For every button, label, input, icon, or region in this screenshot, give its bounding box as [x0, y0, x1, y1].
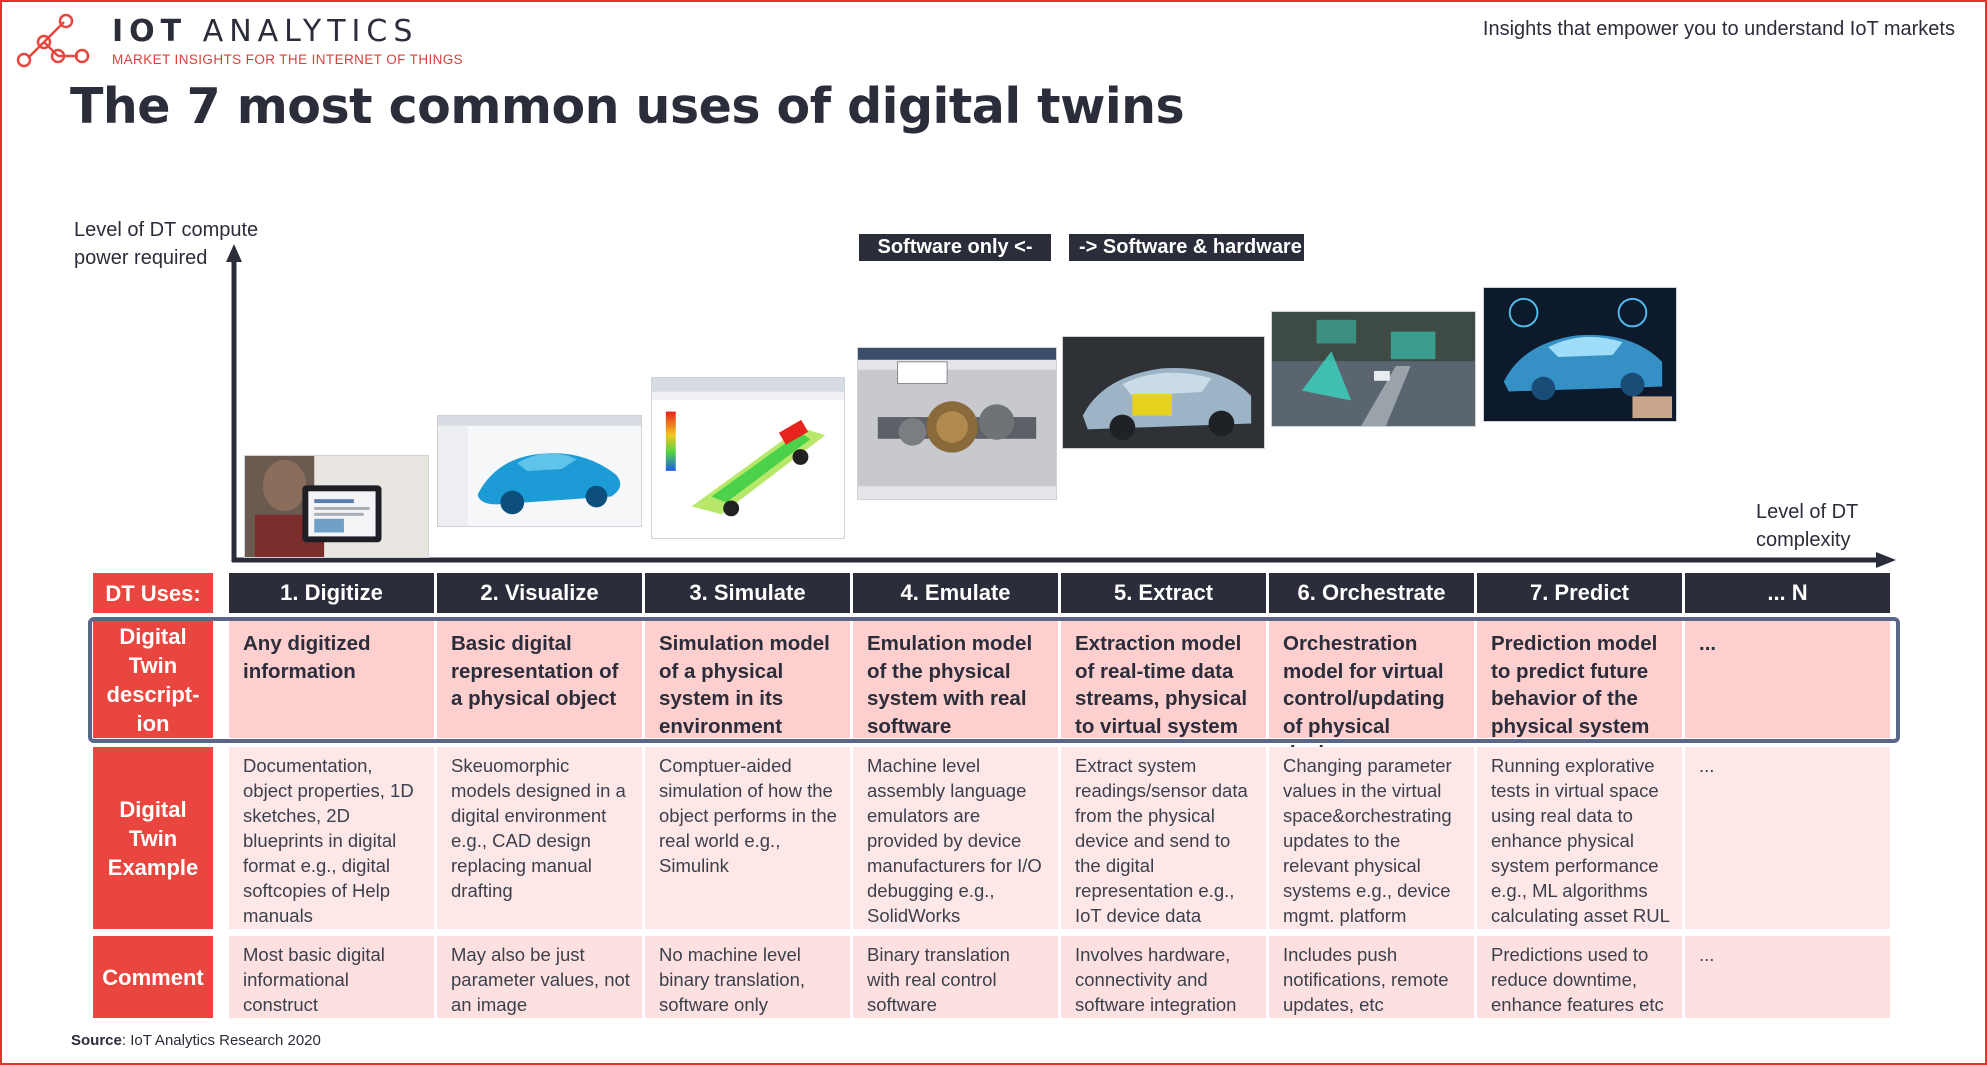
row-label-example: Digital Twin Example: [93, 747, 213, 929]
predict-image: [1483, 287, 1677, 422]
comment-cell-visualize: May also be just parameter values, not a…: [437, 936, 642, 1018]
use-header-emulate: 4. Emulate: [853, 573, 1058, 613]
brand-subtitle: MARKET INSIGHTS FOR THE INTERNET OF THIN…: [112, 52, 464, 67]
y-axis-arrowhead-icon: [226, 244, 242, 262]
description-cell-emulate: Emulation model of the physical system w…: [853, 621, 1058, 738]
use-header-predict: 7. Predict: [1477, 573, 1682, 613]
tagline: Insights that empower you to understand …: [1482, 18, 1955, 40]
orchestrate-image: [1271, 311, 1476, 427]
simulate-image: [651, 377, 845, 539]
comment-cell-emulate: Binary translation with real control sof…: [853, 936, 1058, 1018]
example-cell-n: ...: [1685, 747, 1890, 929]
comment-cell-predict: Predictions used to reduce downtime, enh…: [1477, 936, 1682, 1018]
comment-cell-digitize: Most basic digital informational constru…: [229, 936, 434, 1018]
comment-cell-extract: Involves hardware, connectivity and soft…: [1061, 936, 1266, 1018]
comment-cell-orchestrate: Includes push notifications, remote upda…: [1269, 936, 1474, 1018]
digitize-image: [244, 455, 429, 558]
description-cell-visualize: Basic digital representation of a physic…: [437, 621, 642, 738]
example-cell-predict: Running explorative tests in virtual spa…: [1477, 747, 1682, 929]
use-header-extract: 5. Extract: [1061, 573, 1266, 613]
use-header-visualize: 2. Visualize: [437, 573, 642, 613]
description-cell-n: ...: [1685, 621, 1890, 738]
x-axis-label: Level of DT complexity: [1756, 501, 1858, 551]
description-cell-extract: Extraction model of real-time data strea…: [1061, 621, 1266, 738]
use-header-n: ... N: [1685, 573, 1890, 613]
example-cell-extract: Extract system readings/sensor data from…: [1061, 747, 1266, 929]
emulate-image: [857, 347, 1057, 500]
example-cell-orchestrate: Changing parameter values in the virtual…: [1269, 747, 1474, 929]
example-cell-emulate: Machine level assembly language emulator…: [853, 747, 1058, 929]
description-cell-predict: Prediction model to predict future behav…: [1477, 621, 1682, 738]
software-only-tag: Software only <-: [859, 234, 1051, 261]
source-note: Source: IoT Analytics Research 2020: [71, 1032, 321, 1049]
description-cell-orchestrate: Orchestration model for virtual control/…: [1269, 621, 1474, 765]
brand-name: IOT ANALYTICS: [112, 14, 419, 49]
comment-cell-n: ...: [1685, 936, 1890, 1018]
y-axis-label: Level of DT compute power required: [74, 219, 259, 269]
x-axis-arrowhead-icon: [1876, 552, 1896, 568]
description-cell-digitize: Any digitized information: [229, 621, 434, 738]
extract-image: [1062, 336, 1265, 449]
example-cell-simulate: Comptuer-aided simulation of how the obj…: [645, 747, 850, 929]
row-label-comment: Comment: [93, 936, 213, 1018]
row-label-uses: DT Uses:: [93, 573, 213, 613]
comment-cell-simulate: No machine level binary translation, sof…: [645, 936, 850, 1018]
iot-analytics-logo-icon: [16, 13, 90, 68]
visualize-image: [437, 415, 642, 527]
use-header-orchestrate: 6. Orchestrate: [1269, 573, 1474, 613]
example-cell-digitize: Documentation, object properties, 1D ske…: [229, 747, 434, 929]
page-title: The 7 most common uses of digital twins: [70, 78, 1185, 135]
software-hardware-tag: -> Software & hardware: [1069, 234, 1304, 261]
row-label-description: Digital Twin descript-ion: [93, 621, 213, 738]
description-cell-simulate: Simulation model of a physical system in…: [645, 621, 850, 738]
use-header-digitize: 1. Digitize: [229, 573, 434, 613]
example-cell-visualize: Skeuomorphic models designed in a digita…: [437, 747, 642, 929]
use-header-simulate: 3. Simulate: [645, 573, 850, 613]
